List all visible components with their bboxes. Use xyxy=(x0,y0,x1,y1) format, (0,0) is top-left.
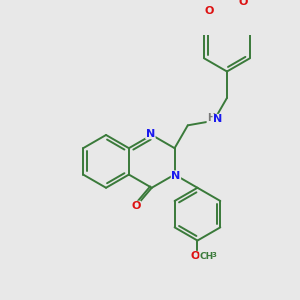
Text: O: O xyxy=(238,0,248,8)
Text: 3: 3 xyxy=(211,252,216,258)
Text: O: O xyxy=(190,251,200,261)
Text: CH: CH xyxy=(200,252,214,261)
Text: H: H xyxy=(207,113,215,123)
Text: N: N xyxy=(146,129,155,139)
Text: O: O xyxy=(131,201,141,211)
Text: N: N xyxy=(213,114,222,124)
Text: N: N xyxy=(171,171,181,181)
Text: O: O xyxy=(205,6,214,16)
